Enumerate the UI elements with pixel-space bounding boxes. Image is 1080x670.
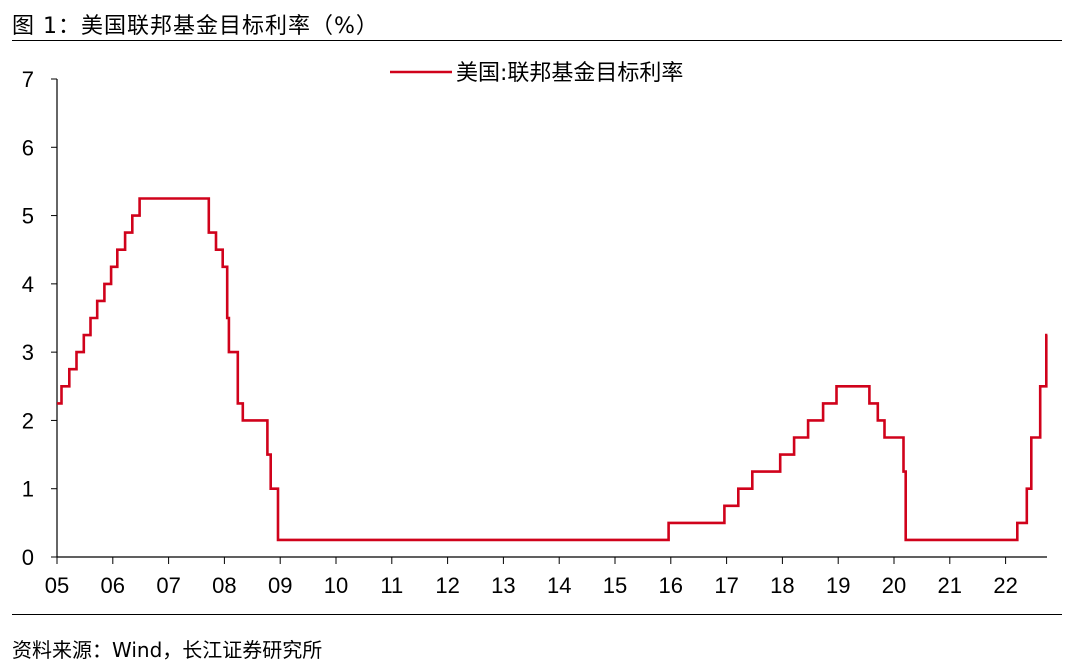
y-tick-label: 5 (22, 204, 34, 229)
x-tick-label: 17 (714, 573, 738, 598)
x-tick-label: 06 (101, 573, 125, 598)
x-tick-label: 22 (993, 573, 1017, 598)
x-tick-label: 13 (491, 573, 515, 598)
x-tick-label: 12 (435, 573, 459, 598)
x-tick-label: 07 (156, 573, 180, 598)
chart-axes (56, 79, 1047, 558)
x-tick-label: 09 (268, 573, 292, 598)
x-tick-label: 15 (603, 573, 627, 598)
y-tick-label: 3 (22, 340, 34, 365)
legend-label: 美国:联邦基金目标利率 (456, 61, 683, 86)
y-tick-label: 1 (22, 477, 34, 502)
x-tick-label: 11 (380, 573, 403, 598)
x-tick-label: 21 (938, 573, 962, 598)
y-tick-label: 7 (22, 67, 34, 92)
source-note: 资料来源：Wind，长江证券研究所 (12, 638, 323, 662)
x-tick-label: 08 (212, 573, 236, 598)
x-tick-label: 16 (659, 573, 683, 598)
x-tick-label: 14 (547, 573, 571, 598)
top-rule (12, 40, 1062, 41)
x-tick-label: 10 (324, 573, 348, 598)
series-line-0 (57, 197, 1048, 542)
y-tick-label: 6 (22, 135, 34, 160)
chart-series (57, 197, 1048, 542)
y-tick-label: 2 (22, 408, 34, 433)
y-tick-label: 4 (22, 272, 34, 297)
bottom-rule (12, 614, 1062, 615)
x-tick-label: 20 (882, 573, 906, 598)
y-tick-label: 0 (22, 545, 34, 570)
x-tick-label: 05 (45, 573, 69, 598)
figure-title: 图 1：美国联邦基金目标利率（%） (12, 14, 379, 39)
chart-legend: 美国:联邦基金目标利率 (390, 61, 683, 86)
x-tick-label: 18 (770, 573, 794, 598)
x-tick-label: 19 (826, 573, 850, 598)
